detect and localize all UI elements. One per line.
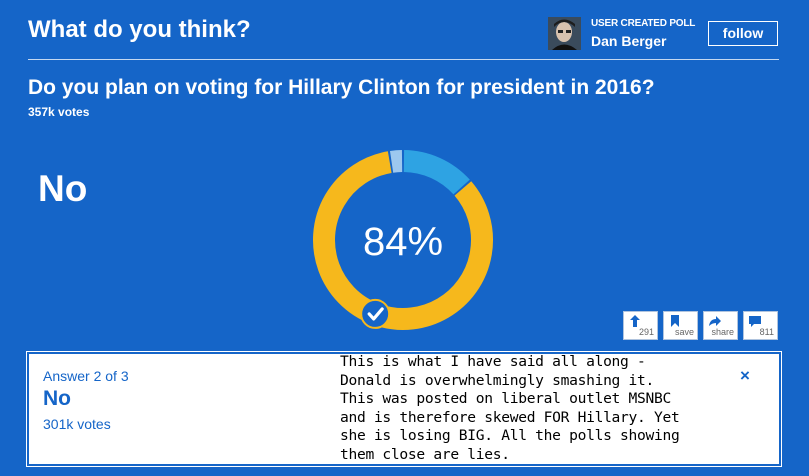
arrow-up-icon (630, 315, 640, 327)
comment-line: and is therefore skewed FOR Hillary. Yet (340, 408, 680, 426)
comment-overlay: This is what I have said all along - Don… (340, 353, 715, 464)
avatar-image (548, 17, 581, 50)
poll-author[interactable]: USER CREATED POLL Dan Berger (591, 18, 695, 49)
upvote-count: 291 (638, 327, 654, 337)
segment-other (389, 150, 403, 173)
selected-check-icon (360, 298, 391, 329)
save-button[interactable]: save (663, 311, 698, 340)
poll-header: What do you think? USER CREATED POLL Dan… (0, 0, 809, 60)
upvote-button[interactable]: 291 (623, 311, 658, 340)
comments-button[interactable]: 811 (743, 311, 778, 340)
page-title: What do you think? (28, 16, 251, 43)
answer-position: Answer 2 of 3 (43, 368, 129, 384)
comment-line: Donald is overwhelmingly smashing it. (340, 371, 654, 389)
comments-count: 811 (759, 327, 774, 337)
results-donut-chart (313, 150, 493, 330)
comment-line: This was posted on liberal outlet MSNBC (340, 390, 671, 407)
avatar[interactable] (548, 17, 581, 50)
answer-votes: 301k votes (43, 416, 111, 432)
comment-line: them close are lies. (340, 445, 510, 463)
save-label: save (674, 327, 694, 337)
answer-card: Answer 2 of 3 No 301k votes × (26, 351, 782, 467)
share-arrow-icon (709, 316, 721, 326)
selected-answer-label: No (38, 168, 88, 209)
user-created-poll-label: USER CREATED POLL (591, 18, 696, 29)
bookmark-icon (671, 315, 679, 327)
share-label: share (711, 327, 734, 337)
comment-icon (749, 316, 761, 327)
selected-percent: 84% (362, 220, 444, 264)
answer-name: No (43, 387, 71, 410)
share-button[interactable]: share (703, 311, 738, 340)
close-icon[interactable]: × (740, 366, 750, 385)
comment-line: she is losing BIG. All the polls showing (340, 427, 680, 444)
segment-yes (403, 150, 470, 195)
header-divider (28, 59, 779, 60)
total-votes: 357k votes (28, 105, 90, 119)
poll-question: Do you plan on voting for Hillary Clinto… (28, 76, 655, 99)
author-name[interactable]: Dan Berger (591, 33, 667, 49)
follow-button[interactable]: follow (708, 21, 778, 46)
comment-line: This is what I have said all along - (340, 353, 646, 370)
